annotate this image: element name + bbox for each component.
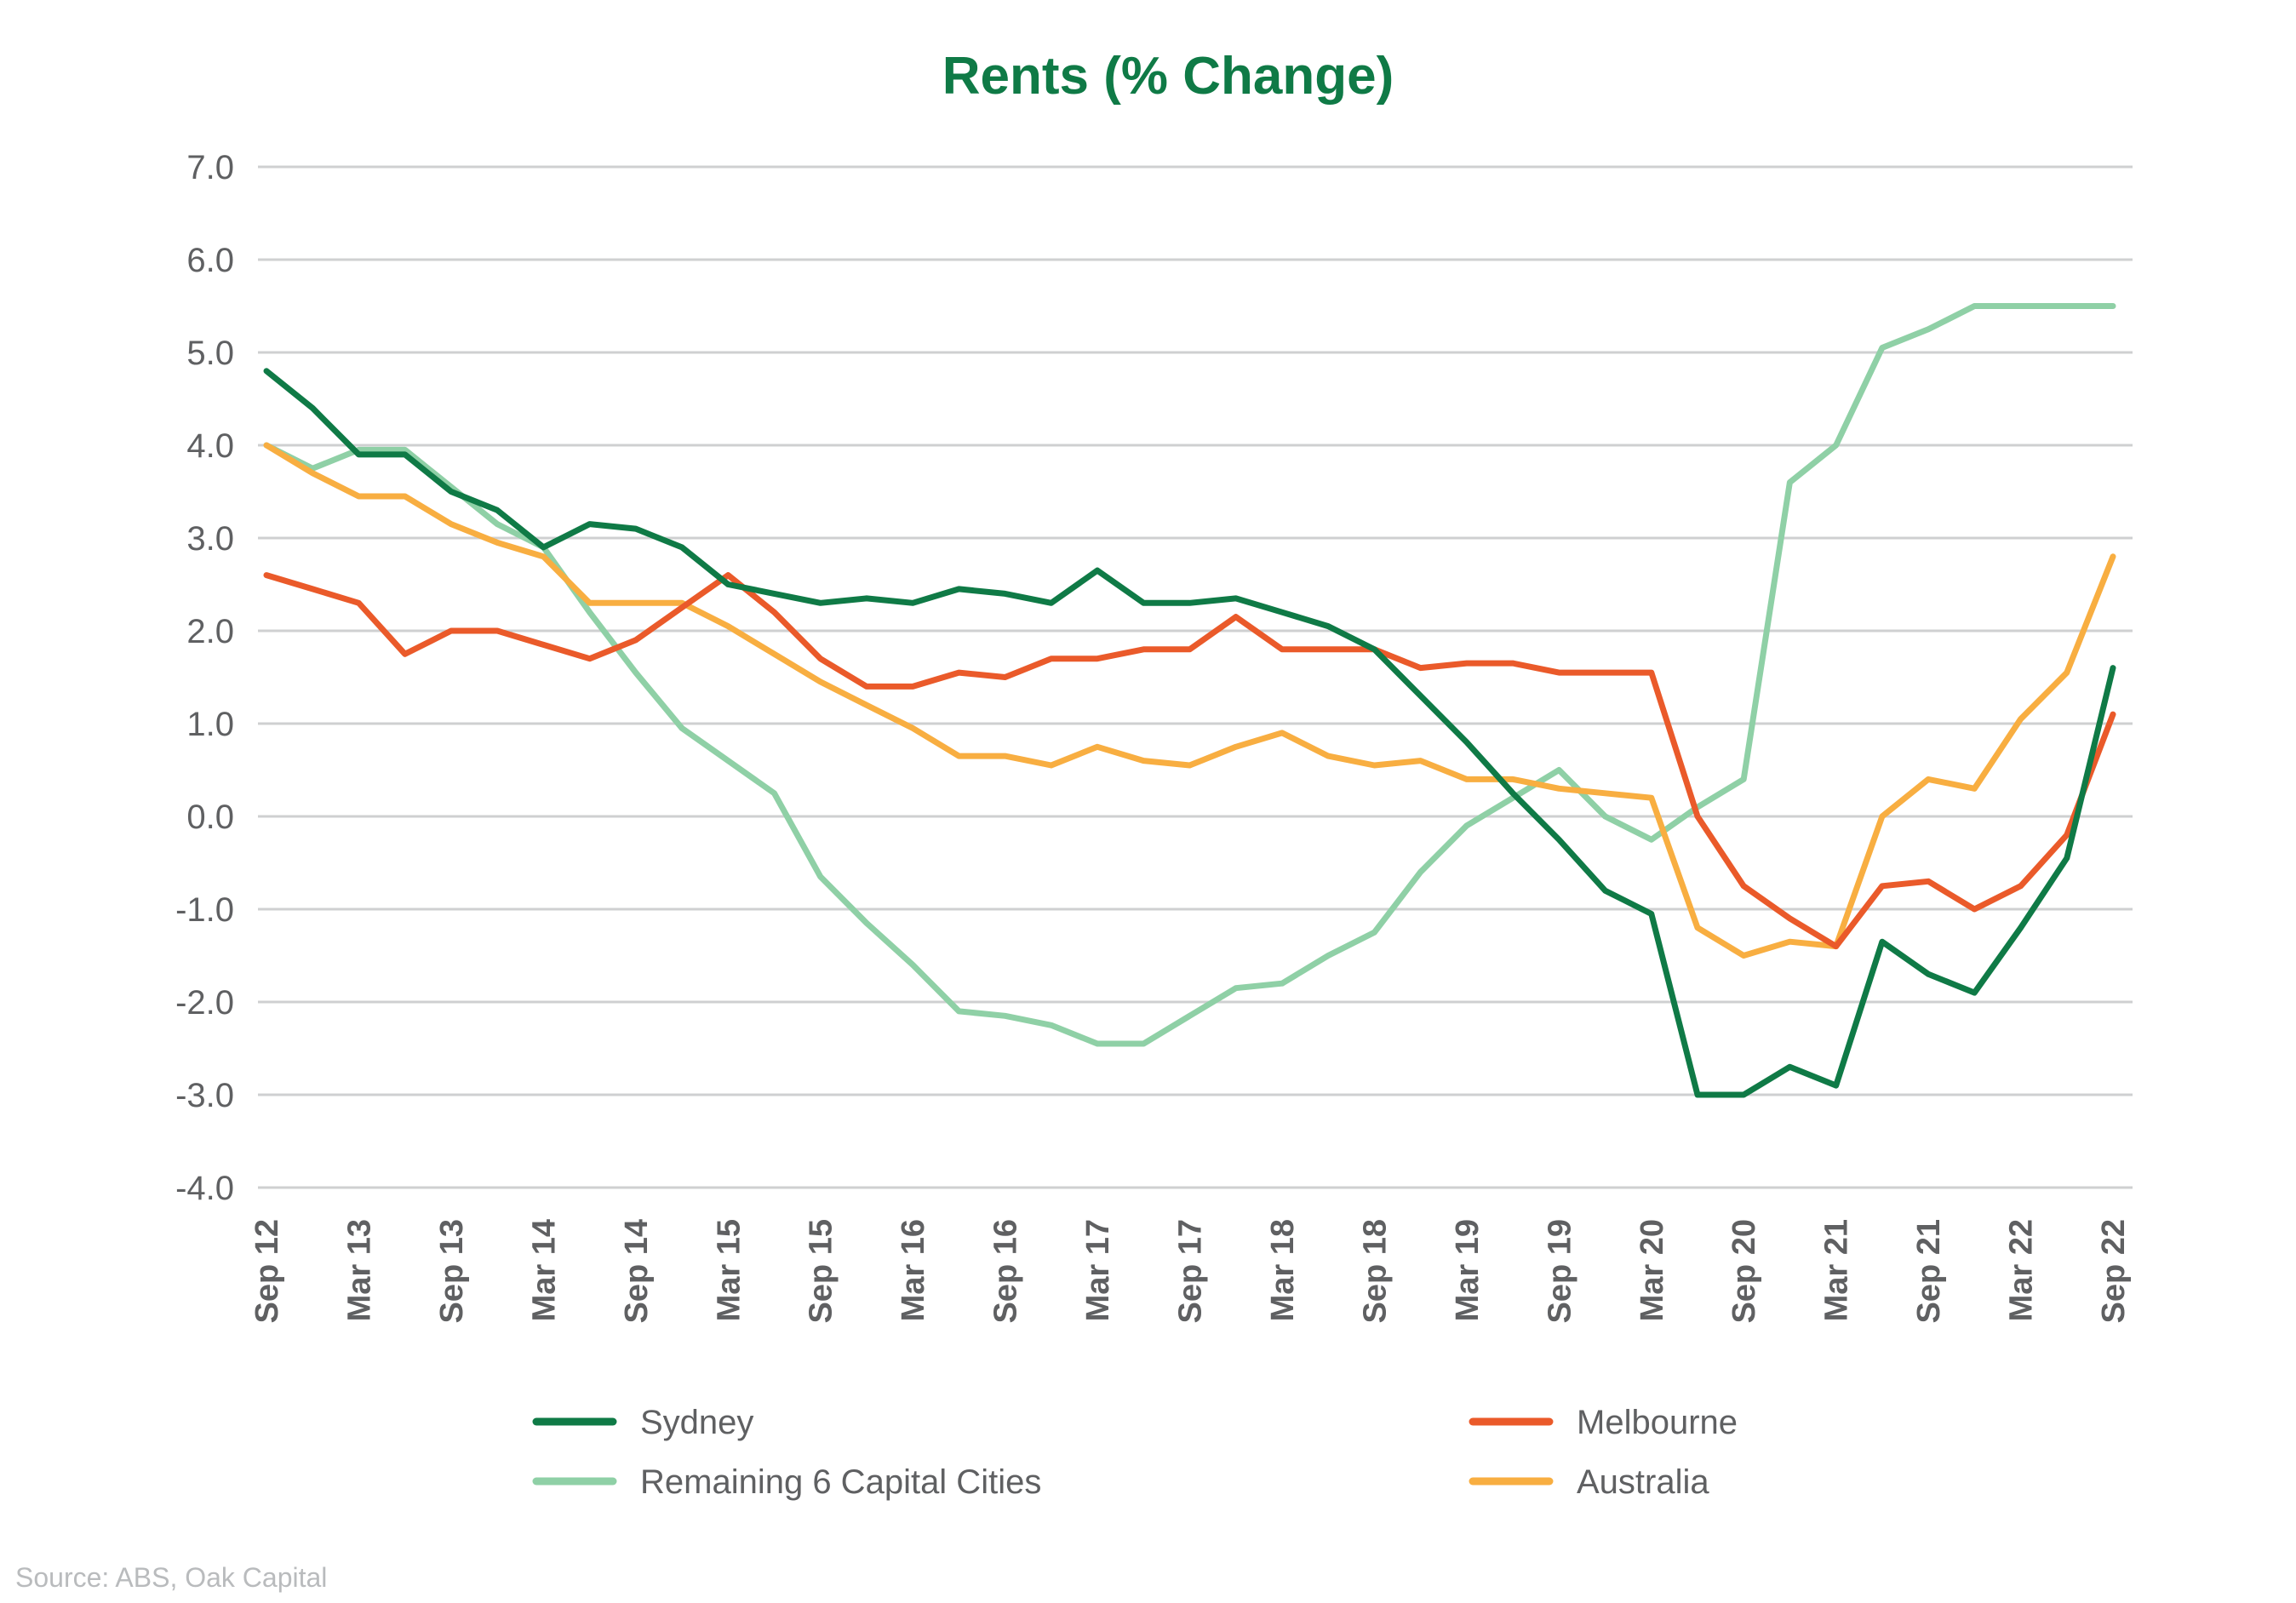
y-tick-label: -4.0 [175, 1170, 234, 1207]
series-line-melbourne [263, 572, 2116, 950]
y-tick-label: -3.0 [175, 1077, 234, 1114]
x-tick-label: Sep 19 [1542, 1219, 1577, 1324]
x-tick-label: Sep 14 [619, 1219, 655, 1324]
legend-label: Melbourne [1577, 1404, 1738, 1441]
legend-label: Sydney [640, 1404, 753, 1441]
x-tick-label: Mar 19 [1450, 1219, 1486, 1321]
x-tick-label: Sep 21 [1911, 1219, 1947, 1324]
x-tick-label: Mar 15 [711, 1219, 747, 1321]
series-line-australia [263, 442, 2116, 959]
x-tick-label: Mar 20 [1635, 1219, 1670, 1321]
series-lines [263, 303, 2116, 1098]
y-tick-label: 5.0 [186, 335, 234, 372]
y-tick-label: 1.0 [186, 706, 234, 743]
y-tick-label: 3.0 [186, 520, 234, 558]
y-tick-label: -2.0 [175, 984, 234, 1022]
x-tick-label: Sep 12 [249, 1219, 285, 1324]
x-tick-label: Sep 16 [988, 1219, 1024, 1324]
series-line-sydney [263, 368, 2116, 1098]
x-tick-label: Mar 22 [2004, 1219, 2040, 1321]
grid [258, 165, 2133, 1189]
y-tick-label: 0.0 [186, 799, 234, 836]
y-axis-ticks: 7.0 6.0 5.0 4.0 3.0 2.0 1.0 0.0 -1.0 -2.0 -3.0 -4.0 [175, 149, 234, 1207]
legend: Sydney Melbourne Remaining 6 Capital Citie… [532, 1404, 1738, 1501]
x-tick-label: Sep 22 [2096, 1219, 2132, 1324]
x-tick-label: Mar 21 [1819, 1219, 1855, 1321]
x-tick-label: Mar 18 [1265, 1219, 1301, 1321]
x-tick-label: Mar 17 [1080, 1219, 1116, 1321]
source-note: Source: ABS, Oak Capital [15, 1562, 327, 1593]
x-tick-label: Mar 13 [341, 1219, 377, 1321]
x-tick-label: Mar 16 [896, 1219, 931, 1321]
x-tick-label: Sep 18 [1357, 1219, 1393, 1324]
x-tick-label: Mar 14 [526, 1219, 562, 1321]
x-tick-label: Sep 15 [804, 1219, 839, 1324]
series-line-remaining-6-capital-cities [263, 303, 2116, 1047]
x-tick-label: Sep 17 [1173, 1219, 1209, 1324]
y-tick-label: 7.0 [186, 149, 234, 186]
y-tick-label: 4.0 [186, 427, 234, 465]
y-tick-label: 6.0 [186, 242, 234, 279]
x-tick-label: Sep 13 [434, 1219, 470, 1324]
y-tick-label: 2.0 [186, 613, 234, 650]
legend-label: Remaining 6 Capital Cities [640, 1463, 1041, 1501]
legend-label: Australia [1577, 1463, 1709, 1501]
x-axis-ticks: Sep 12 Mar 13 Sep 13 Mar 14 Sep 14 Mar 15 Sep … [249, 1219, 2132, 1324]
x-tick-label: Sep 20 [1726, 1219, 1762, 1324]
chart-title: Rents (% Change) [942, 47, 1394, 106]
y-tick-label: -1.0 [175, 891, 234, 929]
